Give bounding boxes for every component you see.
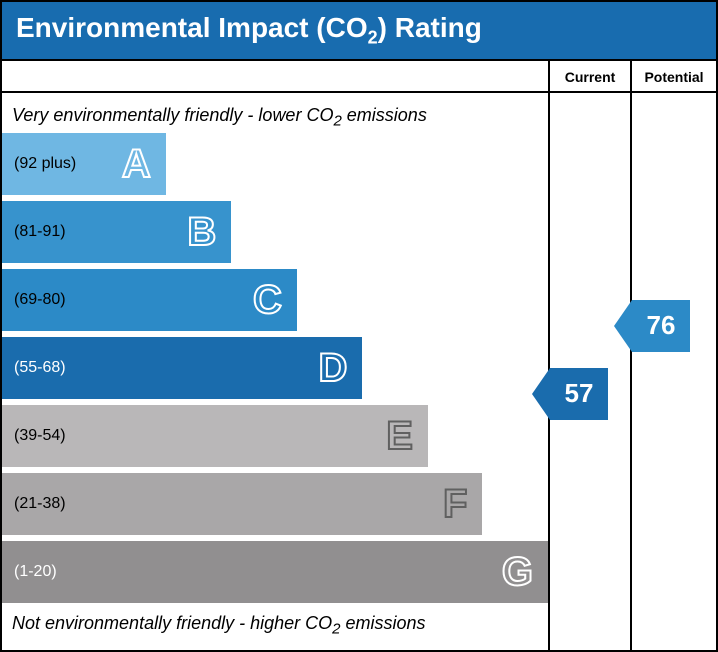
title-text-1: Environmental Impact (CO	[16, 12, 368, 43]
caption-bottom-sub: 2	[332, 621, 340, 638]
band-row-a: (92 plus)A	[2, 133, 548, 195]
caption-bottom-tail: emissions	[340, 613, 425, 633]
band-bar-a: (92 plus)A	[2, 133, 166, 195]
grid: Very environmentally friendly - lower CO…	[0, 59, 718, 652]
band-bar-c: (69-80)C	[2, 269, 297, 331]
band-range-g: (1-20)	[2, 563, 502, 581]
title-text-2: ) Rating	[378, 12, 482, 43]
band-range-a: (92 plus)	[2, 155, 122, 173]
column-main: Very environmentally friendly - lower CO…	[2, 61, 550, 650]
current-marker: 57	[532, 368, 608, 420]
caption-top-sub: 2	[333, 112, 341, 129]
current-value: 57	[550, 368, 608, 420]
band-letter-e: E	[386, 414, 428, 459]
band-row-b: (81-91)B	[2, 201, 548, 263]
band-range-b: (81-91)	[2, 223, 187, 241]
header-potential: Potential	[632, 61, 716, 93]
band-bar-e: (39-54)E	[2, 405, 428, 467]
band-range-c: (69-80)	[2, 291, 253, 309]
caption-bottom-text: Not environmentally friendly - higher CO	[12, 613, 332, 633]
potential-marker: 76	[614, 300, 690, 352]
chart-area: Very environmentally friendly - lower CO…	[2, 93, 548, 650]
band-letter-c: C	[253, 278, 297, 323]
band-bar-b: (81-91)B	[2, 201, 231, 263]
title-sub: 2	[368, 28, 378, 48]
band-row-d: (55-68)D	[2, 337, 548, 399]
band-letter-b: B	[187, 210, 231, 255]
current-marker-area: 57	[550, 93, 630, 633]
caption-top: Very environmentally friendly - lower CO…	[2, 101, 548, 134]
band-range-f: (21-38)	[2, 495, 443, 513]
caption-top-tail: emissions	[342, 105, 427, 125]
title-bar: Environmental Impact (CO2) Rating	[0, 0, 718, 59]
band-letter-a: A	[122, 142, 166, 187]
band-row-c: (69-80)C	[2, 269, 548, 331]
band-range-d: (55-68)	[2, 359, 318, 377]
band-range-e: (39-54)	[2, 427, 386, 445]
band-bar-f: (21-38)F	[2, 473, 482, 535]
caption-bottom: Not environmentally friendly - higher CO…	[2, 609, 548, 642]
current-arrow-icon	[532, 368, 550, 420]
band-row-g: (1-20)G	[2, 541, 548, 603]
caption-top-text: Very environmentally friendly - lower CO	[12, 105, 333, 125]
column-current: Current 57	[550, 61, 632, 650]
band-letter-d: D	[318, 346, 362, 391]
bars-container: (92 plus)A(81-91)B(69-80)C(55-68)D(39-54…	[2, 133, 548, 603]
band-letter-f: F	[443, 482, 482, 527]
band-bar-d: (55-68)D	[2, 337, 362, 399]
potential-arrow-icon	[614, 300, 632, 352]
potential-marker-area: 76	[632, 93, 716, 633]
eir-chart: Environmental Impact (CO2) Rating Very e…	[0, 0, 718, 619]
band-bar-g: (1-20)G	[2, 541, 548, 603]
header-current: Current	[550, 61, 630, 93]
band-row-e: (39-54)E	[2, 405, 548, 467]
band-letter-g: G	[502, 550, 548, 595]
potential-value: 76	[632, 300, 690, 352]
header-main-empty	[2, 61, 548, 93]
band-row-f: (21-38)F	[2, 473, 548, 535]
column-potential: Potential 76	[632, 61, 716, 650]
